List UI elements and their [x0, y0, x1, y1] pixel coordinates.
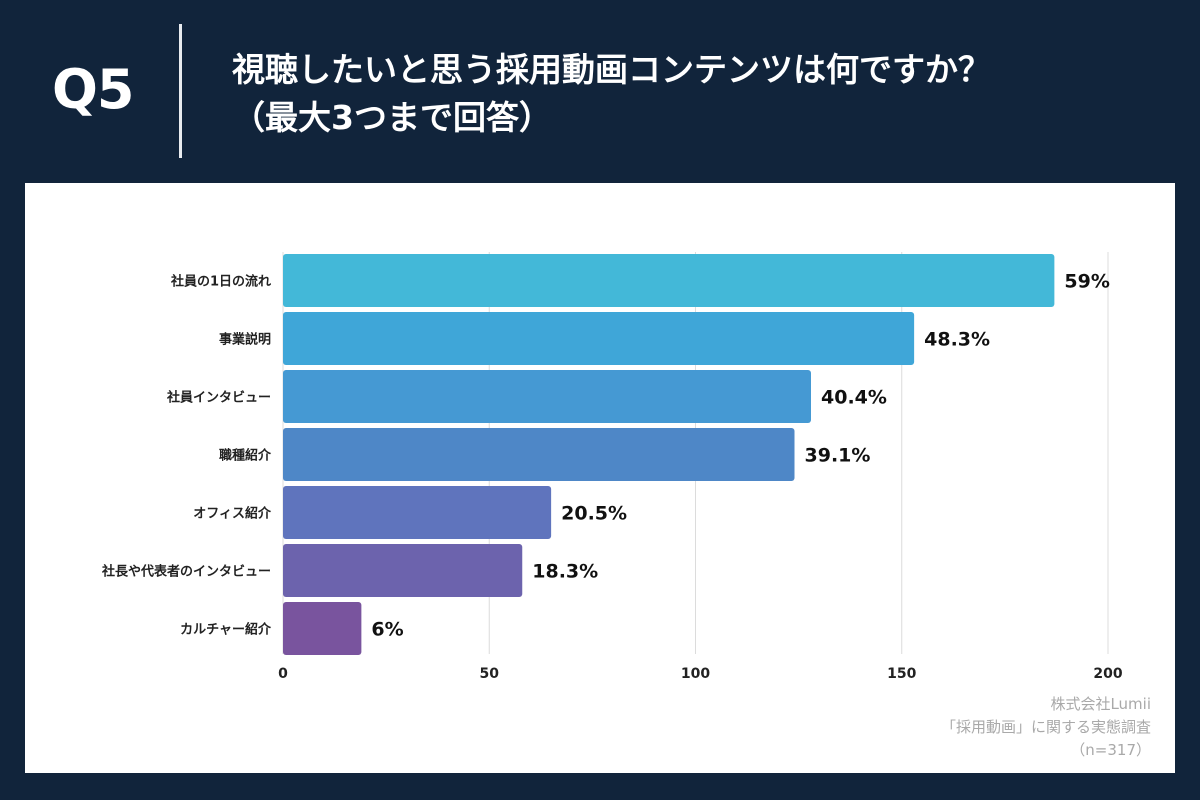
- data-label: 18.3%: [532, 561, 598, 583]
- x-tick-label: 100: [681, 666, 710, 682]
- bar: [283, 428, 795, 481]
- x-tick-label: 150: [887, 666, 916, 682]
- category-label: 事業説明: [219, 332, 271, 348]
- bar: [283, 602, 362, 655]
- header-divider: [179, 24, 182, 158]
- question-title-line-1: 視聴したいと思う採用動画コンテンツは何ですか？: [232, 50, 991, 89]
- category-label: カルチャー紹介: [180, 622, 272, 638]
- source-note: 株式会社Lumii 「採用動画」に関する実態調査 （n=317）: [941, 693, 1151, 762]
- bar: [283, 370, 811, 423]
- question-title: 視聴したいと思う採用動画コンテンツは何ですか？ （最大3つまで回答）: [232, 46, 991, 142]
- data-label: 6%: [371, 619, 403, 641]
- category-label: 社員の1日の流れ: [170, 274, 271, 290]
- source-survey: 「採用動画」に関する実態調査: [940, 718, 1151, 736]
- category-label: 社員インタビュー: [166, 390, 271, 406]
- data-label: 20.5%: [561, 503, 627, 525]
- category-label: オフィス紹介: [193, 506, 272, 522]
- bar-chart: 0 50 100 150 200 社員の1日の流れ 59% 事業説明 48.3% 社員インタビュー…: [101, 252, 1123, 682]
- x-tick-label: 0: [278, 666, 288, 682]
- data-label: 48.3%: [924, 329, 990, 351]
- data-label: 40.4%: [821, 387, 887, 409]
- x-tick-label: 200: [1093, 666, 1122, 682]
- source-sample: （n=317）: [1070, 741, 1151, 759]
- data-label: 59%: [1064, 271, 1109, 293]
- source-company: 株式会社Lumii: [1050, 695, 1151, 713]
- data-label: 39.1%: [805, 445, 871, 467]
- category-label: 職種紹介: [219, 448, 272, 464]
- bar: [283, 486, 552, 539]
- chart-card: 0 50 100 150 200 社員の1日の流れ 59% 事業説明 48.3% 社員インタビュー…: [25, 183, 1175, 773]
- bar: [283, 254, 1055, 307]
- question-title-line-2: （最大3つまで回答）: [232, 98, 552, 137]
- category-label: 社長や代表者のインタビュー: [101, 564, 271, 580]
- bar: [283, 544, 523, 597]
- bar: [283, 312, 915, 365]
- question-number: Q5: [52, 58, 134, 121]
- header: Q5 視聴したいと思う採用動画コンテンツは何ですか？ （最大3つまで回答）: [0, 0, 1200, 183]
- x-tick-label: 50: [480, 666, 500, 682]
